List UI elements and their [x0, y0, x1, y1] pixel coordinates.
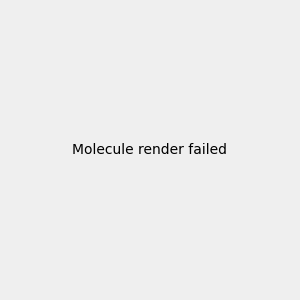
Text: Molecule render failed: Molecule render failed [73, 143, 227, 157]
